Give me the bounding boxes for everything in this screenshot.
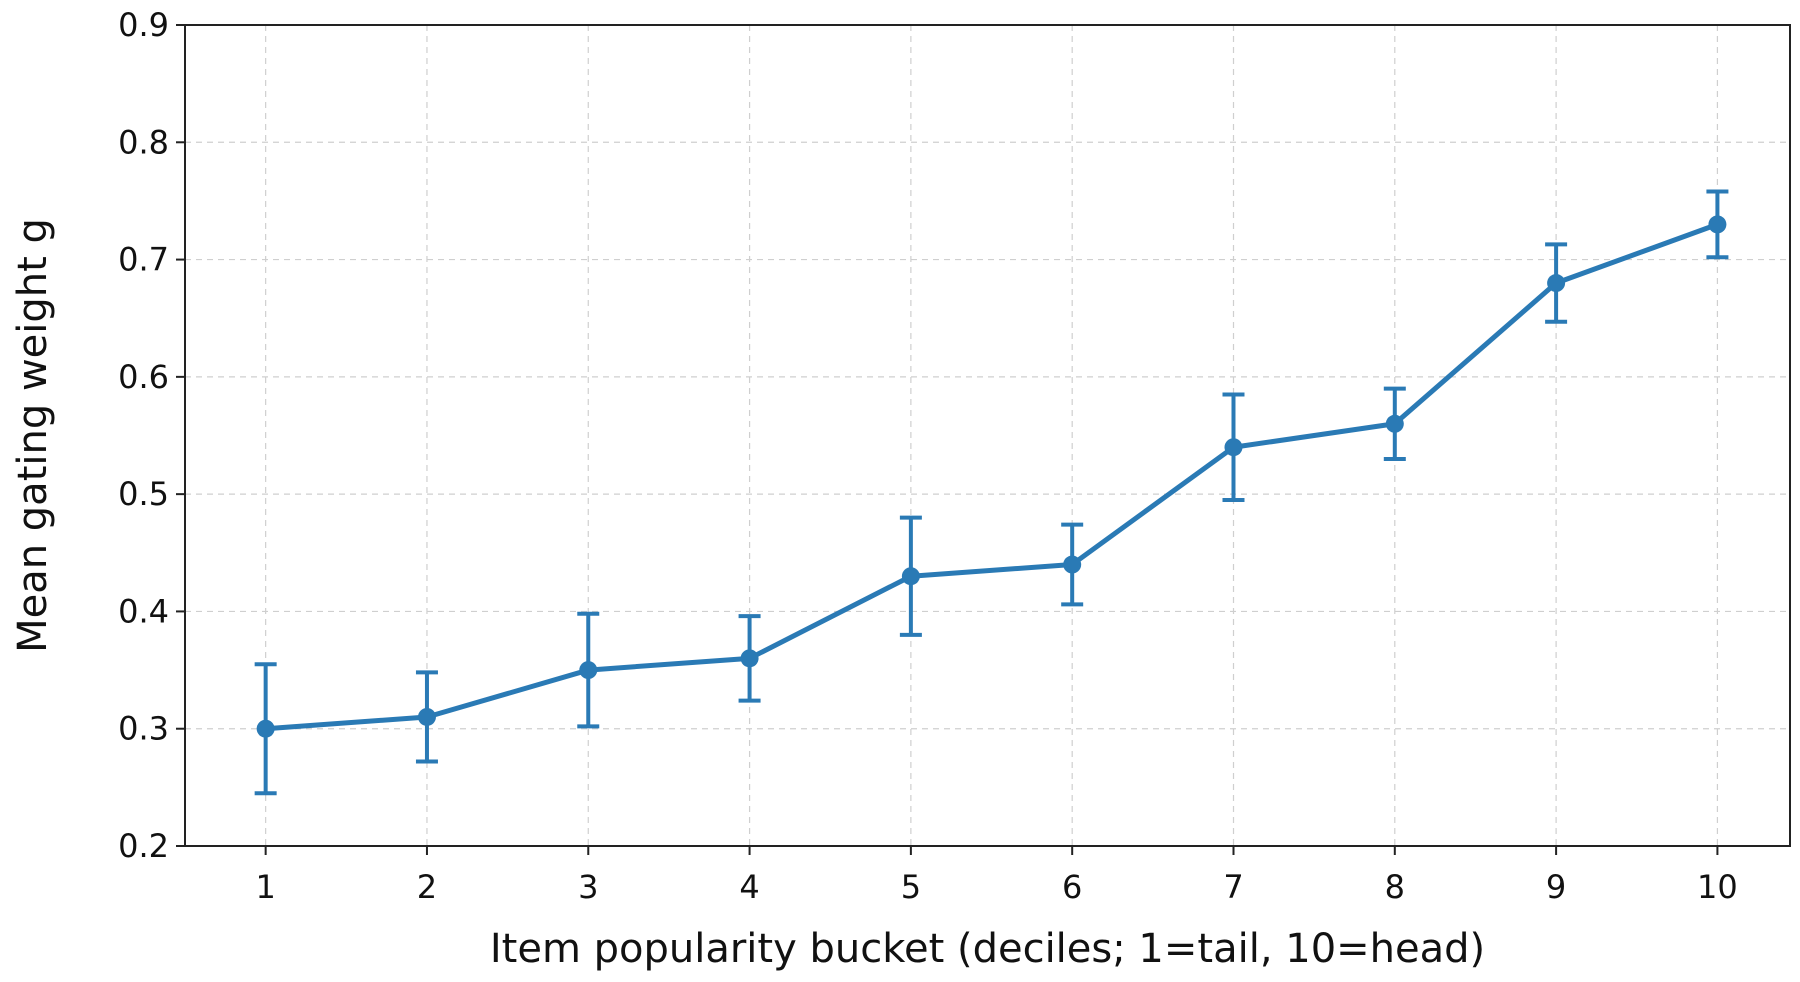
data-point — [1224, 438, 1243, 457]
y-tick-label: 0.2 — [118, 827, 169, 865]
x-tick-label: 7 — [1223, 868, 1243, 906]
y-tick-label: 0.6 — [118, 358, 169, 396]
y-tick-label: 0.3 — [118, 710, 169, 748]
x-tick-label: 10 — [1697, 868, 1738, 906]
data-point — [1063, 555, 1082, 574]
data-point — [1385, 414, 1404, 433]
ticks: 0.2 0.3 0.4 0.5 0.6 0.7 0.8 0.9 1 2 3 4 5 6 7 8 9 10 — [118, 6, 1738, 906]
series — [254, 189, 1729, 796]
series-line — [263, 221, 1720, 732]
x-tick-label: 1 — [255, 868, 275, 906]
x-tick-label: 6 — [1062, 868, 1082, 906]
plot-frame — [184, 24, 1791, 847]
x-tick-label: 2 — [417, 868, 437, 906]
y-axis-title: Mean gating weight g — [10, 218, 56, 653]
y-tick-label: 0.9 — [118, 6, 169, 44]
data-point — [417, 707, 436, 726]
y-tick-label: 0.8 — [118, 123, 169, 161]
data-point — [579, 661, 598, 680]
x-tick-label: 4 — [739, 868, 759, 906]
x-tick-label: 8 — [1385, 868, 1405, 906]
y-tick-label: 0.7 — [118, 241, 169, 279]
y-tick-label: 0.5 — [118, 475, 169, 513]
data-point — [901, 567, 920, 586]
x-tick-label: 9 — [1546, 868, 1566, 906]
grid — [185, 25, 1790, 846]
y-tick-label: 0.4 — [118, 592, 169, 630]
data-point — [256, 719, 275, 738]
x-tick-label: 5 — [901, 868, 921, 906]
data-point — [1708, 215, 1727, 234]
data-point — [740, 649, 759, 668]
x-axis-title: Item popularity bucket (deciles; 1=tail,… — [490, 926, 1485, 972]
x-tick-label: 3 — [578, 868, 598, 906]
data-point — [1547, 274, 1566, 293]
